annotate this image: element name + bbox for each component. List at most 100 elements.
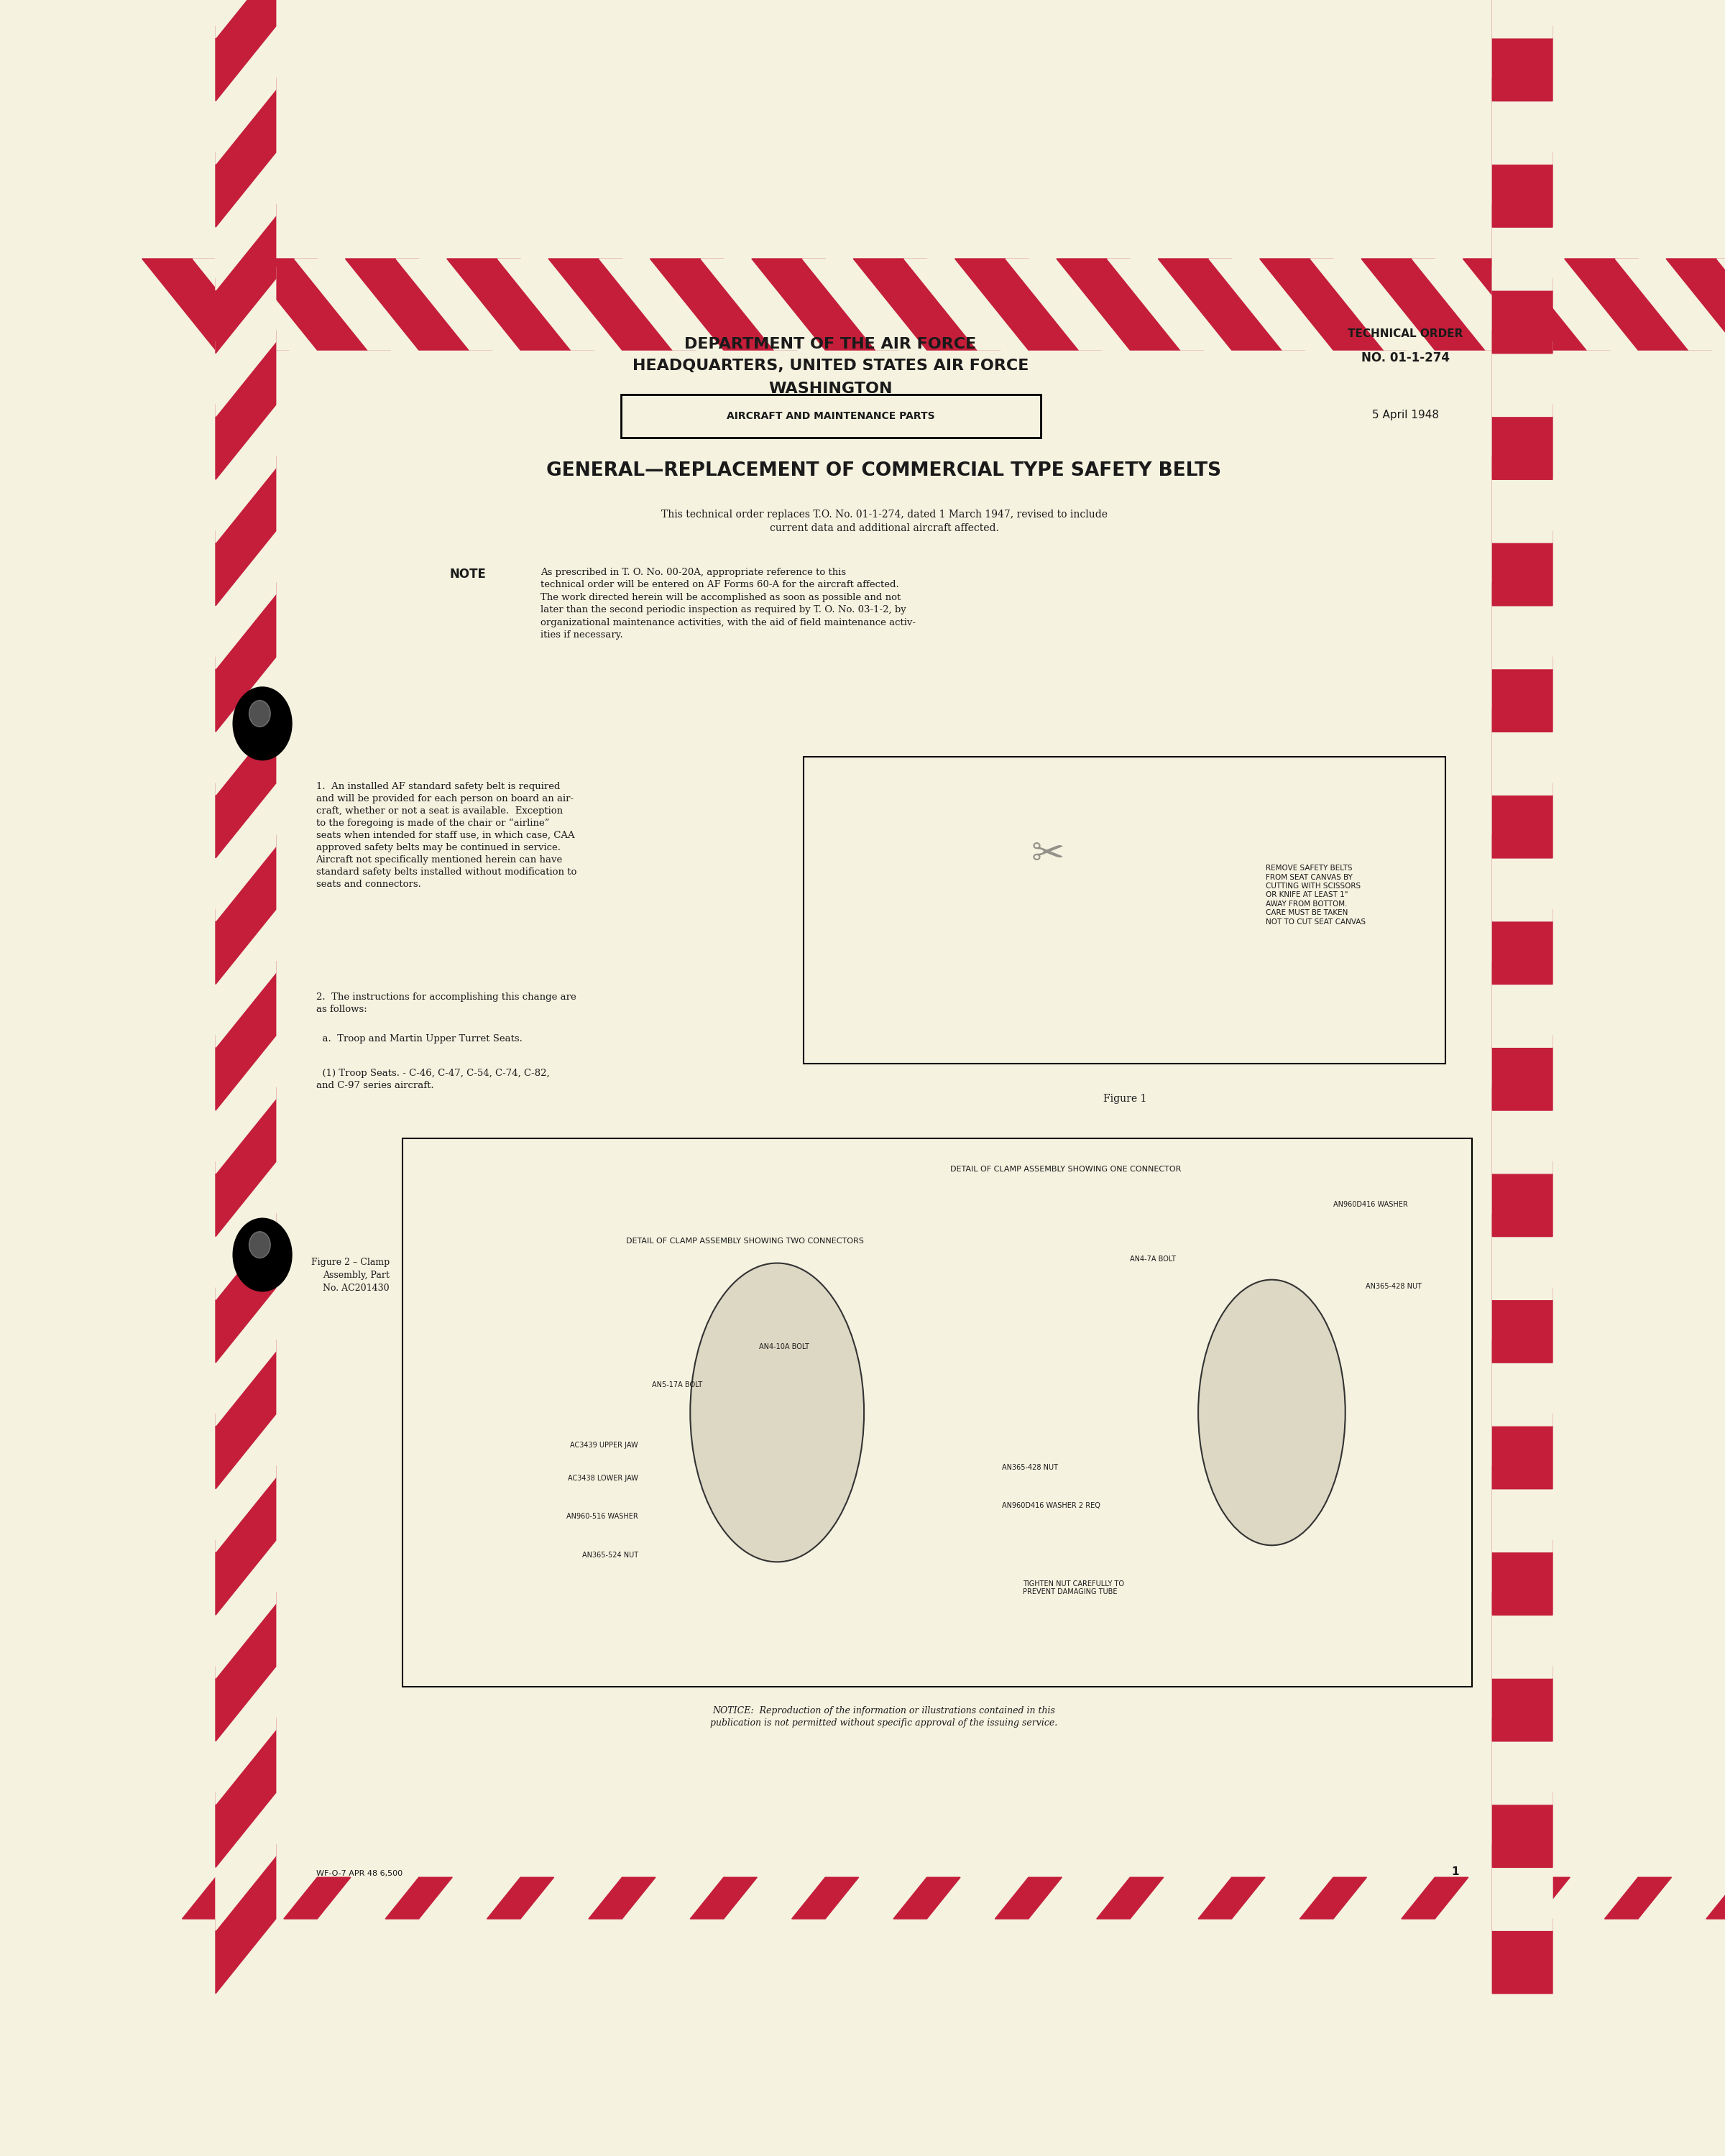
Text: AC3438 LOWER JAW: AC3438 LOWER JAW — [568, 1475, 638, 1481]
Polygon shape — [345, 259, 492, 349]
Ellipse shape — [690, 1263, 864, 1561]
Polygon shape — [216, 582, 276, 731]
Polygon shape — [486, 1878, 554, 1919]
Polygon shape — [854, 259, 1000, 349]
Text: As prescribed in T. O. No. 00-20A, appropriate reference to this
technical order: As prescribed in T. O. No. 00-20A, appro… — [540, 567, 916, 640]
Polygon shape — [1492, 392, 1552, 543]
Polygon shape — [216, 205, 276, 354]
Polygon shape — [193, 259, 340, 349]
Bar — [404, 1138, 1473, 1686]
Polygon shape — [1311, 259, 1458, 349]
Polygon shape — [842, 1878, 909, 1919]
Polygon shape — [216, 1843, 276, 1994]
Polygon shape — [243, 259, 392, 349]
Polygon shape — [1492, 1214, 1552, 1363]
Polygon shape — [1604, 1878, 1672, 1919]
Polygon shape — [183, 1878, 248, 1919]
Polygon shape — [216, 392, 276, 543]
Text: AN4-10A BOLT: AN4-10A BOLT — [759, 1343, 809, 1350]
Text: WF-O-7 APR 48 6,500: WF-O-7 APR 48 6,500 — [316, 1869, 402, 1878]
Polygon shape — [1361, 259, 1508, 349]
Polygon shape — [1492, 330, 1552, 479]
Polygon shape — [640, 1878, 706, 1919]
Polygon shape — [1301, 1878, 1366, 1919]
Circle shape — [248, 701, 271, 727]
Polygon shape — [1492, 1656, 1552, 1805]
Text: 5 April 1948: 5 April 1948 — [1371, 410, 1439, 420]
Polygon shape — [1199, 1878, 1264, 1919]
Polygon shape — [1666, 259, 1725, 349]
Polygon shape — [216, 897, 276, 1048]
Text: AN960D416 WASHER 2 REQ: AN960D416 WASHER 2 REQ — [1002, 1503, 1101, 1509]
Polygon shape — [1006, 259, 1152, 349]
Polygon shape — [216, 772, 276, 921]
Text: DETAIL OF CLAMP ASSEMBLY SHOWING ONE CONNECTOR: DETAIL OF CLAMP ASSEMBLY SHOWING ONE CON… — [950, 1166, 1182, 1173]
Polygon shape — [1452, 1878, 1520, 1919]
Bar — [804, 757, 1446, 1063]
Polygon shape — [1056, 259, 1204, 349]
Polygon shape — [1492, 1276, 1552, 1425]
Text: AN5-17A BOLT: AN5-17A BOLT — [652, 1382, 702, 1388]
Polygon shape — [216, 1214, 276, 1363]
Polygon shape — [216, 520, 276, 668]
Polygon shape — [1097, 1878, 1163, 1919]
Polygon shape — [894, 1878, 961, 1919]
Polygon shape — [1615, 259, 1725, 349]
Polygon shape — [1157, 259, 1306, 349]
Text: AN960-516 WASHER: AN960-516 WASHER — [566, 1514, 638, 1520]
Polygon shape — [216, 1466, 276, 1615]
Polygon shape — [1147, 1878, 1214, 1919]
Polygon shape — [1492, 520, 1552, 668]
Polygon shape — [216, 140, 276, 291]
Circle shape — [248, 1231, 271, 1259]
Polygon shape — [1492, 1087, 1552, 1238]
Polygon shape — [1554, 1878, 1622, 1919]
Polygon shape — [1492, 15, 1552, 164]
Text: TIGHTEN NUT CAREFULLY TO
PREVENT DAMAGING TUBE: TIGHTEN NUT CAREFULLY TO PREVENT DAMAGIN… — [1023, 1580, 1125, 1595]
Polygon shape — [216, 962, 276, 1110]
Text: 1: 1 — [1451, 1867, 1459, 1878]
Polygon shape — [690, 1878, 757, 1919]
Polygon shape — [216, 1024, 276, 1173]
Text: ✂: ✂ — [1032, 837, 1064, 875]
Polygon shape — [216, 709, 276, 858]
Text: 1.  An installed AF standard safety belt is required
and will be provided for ea: 1. An installed AF standard safety belt … — [316, 783, 576, 888]
Polygon shape — [335, 1878, 402, 1919]
Polygon shape — [216, 330, 276, 479]
Polygon shape — [1492, 709, 1552, 858]
Text: 2.  The instructions for accomplishing this change are
as follows:: 2. The instructions for accomplishing th… — [316, 992, 576, 1013]
Polygon shape — [1492, 1843, 1552, 1994]
Polygon shape — [216, 1339, 276, 1490]
Polygon shape — [216, 1404, 276, 1552]
Polygon shape — [588, 1878, 656, 1919]
Text: a.  Troop and Martin Upper Turret Seats.: a. Troop and Martin Upper Turret Seats. — [316, 1035, 523, 1044]
Polygon shape — [216, 1781, 276, 1930]
Polygon shape — [1492, 205, 1552, 354]
Text: TECHNICAL ORDER: TECHNICAL ORDER — [1347, 328, 1463, 338]
Text: DEPARTMENT OF THE AIR FORCE: DEPARTMENT OF THE AIR FORCE — [685, 336, 976, 351]
Text: AN4-7A BOLT: AN4-7A BOLT — [1130, 1255, 1176, 1263]
Polygon shape — [216, 0, 276, 39]
Polygon shape — [1515, 259, 1661, 349]
Polygon shape — [1492, 1781, 1552, 1930]
FancyBboxPatch shape — [621, 395, 1040, 438]
Polygon shape — [1492, 0, 1552, 39]
Polygon shape — [1492, 1591, 1552, 1742]
Text: DETAIL OF CLAMP ASSEMBLY SHOWING TWO CONNECTORS: DETAIL OF CLAMP ASSEMBLY SHOWING TWO CON… — [626, 1238, 864, 1244]
Polygon shape — [1492, 78, 1552, 226]
Text: NOTE: NOTE — [450, 567, 486, 580]
Polygon shape — [650, 259, 797, 349]
Polygon shape — [499, 259, 645, 349]
Polygon shape — [216, 834, 276, 983]
Polygon shape — [447, 259, 593, 349]
Polygon shape — [944, 1878, 1011, 1919]
Polygon shape — [216, 1087, 276, 1238]
Circle shape — [233, 688, 292, 761]
Polygon shape — [1492, 1149, 1552, 1300]
Polygon shape — [385, 1878, 452, 1919]
Polygon shape — [995, 1878, 1063, 1919]
Polygon shape — [1492, 1718, 1552, 1867]
Polygon shape — [1492, 962, 1552, 1110]
Polygon shape — [1107, 259, 1254, 349]
Polygon shape — [1716, 259, 1725, 349]
